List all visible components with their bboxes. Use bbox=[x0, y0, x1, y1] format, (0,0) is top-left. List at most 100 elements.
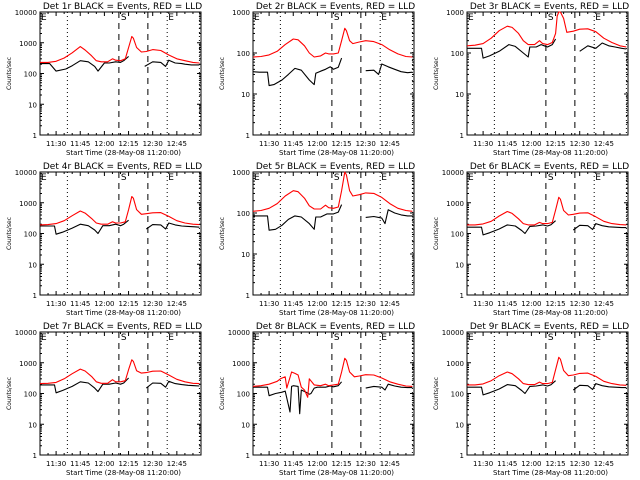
x-axis-label: Start Time (28-May-08 11:20:00) bbox=[279, 309, 394, 317]
panel-title: Det 7r BLACK = Events, RED = LLD bbox=[43, 322, 202, 332]
interval-marker-label: S bbox=[548, 13, 554, 23]
x-axis-label: Start Time (28-May-08 11:20:00) bbox=[493, 309, 608, 317]
events-series-line bbox=[572, 223, 627, 231]
y-tick-label: 10 bbox=[28, 261, 37, 269]
y-tick-label: 10 bbox=[28, 421, 37, 429]
y-axis-label: Counts/sec bbox=[219, 377, 226, 410]
x-axis-label: Start Time (28-May-08 11:20:00) bbox=[66, 309, 181, 317]
y-tick-label: 100 bbox=[24, 71, 37, 79]
panel-title: Det 3r BLACK = Events, RED = LLD bbox=[470, 2, 629, 12]
plot-frame bbox=[466, 11, 629, 136]
y-tick-label: 10000 bbox=[15, 169, 37, 177]
interval-marker-label: E bbox=[168, 333, 174, 343]
x-tick-label: 12:45 bbox=[167, 140, 187, 148]
x-tick-label: 11:45 bbox=[497, 140, 517, 148]
panel-title: Det 9r BLACK = Events, RED = LLD bbox=[470, 322, 629, 332]
x-tick-label: 12:30 bbox=[356, 140, 376, 148]
events-series-line bbox=[365, 209, 413, 225]
interval-marker-label: E bbox=[41, 333, 47, 343]
interval-marker-label: E bbox=[254, 333, 260, 343]
events-series-line bbox=[572, 383, 627, 391]
x-tick-label: 12:45 bbox=[594, 300, 614, 308]
interval-marker-label: E bbox=[595, 333, 601, 343]
interval-marker-label: S bbox=[334, 13, 340, 23]
y-tick-label: 1 bbox=[460, 132, 464, 140]
y-axis-label: Counts/sec bbox=[6, 377, 13, 410]
interval-marker-label: S bbox=[121, 333, 127, 343]
y-axis-label: Counts/sec bbox=[433, 377, 440, 410]
lld-series-line bbox=[252, 357, 413, 398]
x-tick-label: 11:45 bbox=[283, 140, 303, 148]
interval-marker-label: S bbox=[334, 333, 340, 343]
interval-marker-label: E bbox=[254, 173, 260, 183]
plot-frame bbox=[252, 11, 415, 136]
x-axis-label: Start Time (28-May-08 11:20:00) bbox=[279, 149, 394, 157]
x-tick-label: 12:00 bbox=[307, 140, 327, 148]
y-tick-label: 1000 bbox=[19, 200, 37, 208]
lld-series-line bbox=[252, 27, 413, 58]
events-series-line bbox=[252, 57, 343, 87]
x-tick-label: 11:45 bbox=[497, 460, 517, 468]
y-tick-label: 1 bbox=[33, 292, 37, 300]
y-tick-label: 10000 bbox=[15, 9, 37, 17]
detector-panel: Det 8r BLACK = Events, RED = LLD 1 10 100 10… bbox=[219, 322, 415, 477]
plot-frame bbox=[39, 331, 202, 456]
interval-marker-label: E bbox=[41, 173, 47, 183]
lld-series-line bbox=[467, 196, 627, 226]
x-tick-label: 12:15 bbox=[331, 140, 351, 148]
x-tick-label: 12:00 bbox=[521, 460, 541, 468]
y-tick-label: 100 bbox=[237, 210, 250, 218]
y-tick-label: 1 bbox=[246, 292, 250, 300]
y-tick-label: 10000 bbox=[15, 329, 37, 337]
interval-marker-label: E bbox=[381, 173, 387, 183]
x-tick-label: 12:00 bbox=[307, 300, 327, 308]
x-tick-label: 11:45 bbox=[497, 300, 517, 308]
x-tick-label: 11:45 bbox=[70, 300, 90, 308]
y-tick-label: 1000 bbox=[232, 169, 250, 177]
x-tick-label: 11:30 bbox=[259, 300, 279, 308]
plot-frame bbox=[39, 11, 202, 136]
y-tick-label: 100 bbox=[451, 50, 464, 58]
y-tick-label: 10000 bbox=[442, 329, 464, 337]
y-tick-label: 1 bbox=[460, 452, 464, 460]
panel-title: Det 1r BLACK = Events, RED = LLD bbox=[43, 2, 202, 12]
panel-title: Det 2r BLACK = Events, RED = LLD bbox=[256, 2, 415, 12]
x-tick-label: 12:15 bbox=[545, 140, 565, 148]
x-tick-label: 11:30 bbox=[473, 460, 493, 468]
x-tick-label: 12:45 bbox=[167, 300, 187, 308]
x-tick-label: 12:30 bbox=[570, 460, 590, 468]
detector-panel: Det 6r BLACK = Events, RED = LLD 1 10 100 10… bbox=[433, 162, 629, 317]
y-tick-label: 10 bbox=[455, 421, 464, 429]
events-series-line bbox=[253, 204, 343, 231]
x-tick-label: 12:45 bbox=[594, 140, 614, 148]
detector-panel: Det 1r BLACK = Events, RED = LLD 1 10 100 10… bbox=[6, 2, 202, 157]
interval-marker-label: E bbox=[381, 333, 387, 343]
y-tick-label: 1000 bbox=[446, 200, 464, 208]
x-tick-label: 12:15 bbox=[331, 460, 351, 468]
y-tick-label: 100 bbox=[451, 391, 464, 399]
x-tick-label: 12:15 bbox=[545, 300, 565, 308]
y-axis-label: Counts/sec bbox=[219, 57, 226, 90]
interval-marker-label: E bbox=[168, 13, 174, 23]
x-tick-label: 12:00 bbox=[94, 300, 114, 308]
detector-panel: Det 4r BLACK = Events, RED = LLD 1 10 100 10… bbox=[6, 162, 202, 317]
x-tick-label: 12:00 bbox=[307, 460, 327, 468]
events-series-line bbox=[40, 55, 129, 72]
x-tick-label: 12:00 bbox=[94, 460, 114, 468]
x-tick-label: 12:45 bbox=[167, 460, 187, 468]
y-axis-label: Counts/sec bbox=[219, 217, 226, 250]
interval-marker-label: S bbox=[548, 173, 554, 183]
x-tick-label: 12:30 bbox=[356, 300, 376, 308]
events-series-line bbox=[145, 380, 200, 389]
x-tick-label: 12:00 bbox=[521, 140, 541, 148]
x-tick-label: 12:45 bbox=[380, 300, 400, 308]
events-series-line bbox=[40, 377, 129, 394]
x-tick-label: 11:30 bbox=[473, 140, 493, 148]
y-tick-label: 10 bbox=[241, 251, 250, 259]
x-tick-label: 11:45 bbox=[283, 460, 303, 468]
y-axis-label: Counts/sec bbox=[433, 57, 440, 90]
x-tick-label: 11:45 bbox=[283, 300, 303, 308]
lld-series-line bbox=[39, 195, 200, 226]
detector-panel: Det 3r BLACK = Events, RED = LLD 1 10 100 10… bbox=[433, 2, 629, 157]
detector-panel: Det 9r BLACK = Events, RED = LLD 1 10 100 10… bbox=[433, 322, 629, 477]
